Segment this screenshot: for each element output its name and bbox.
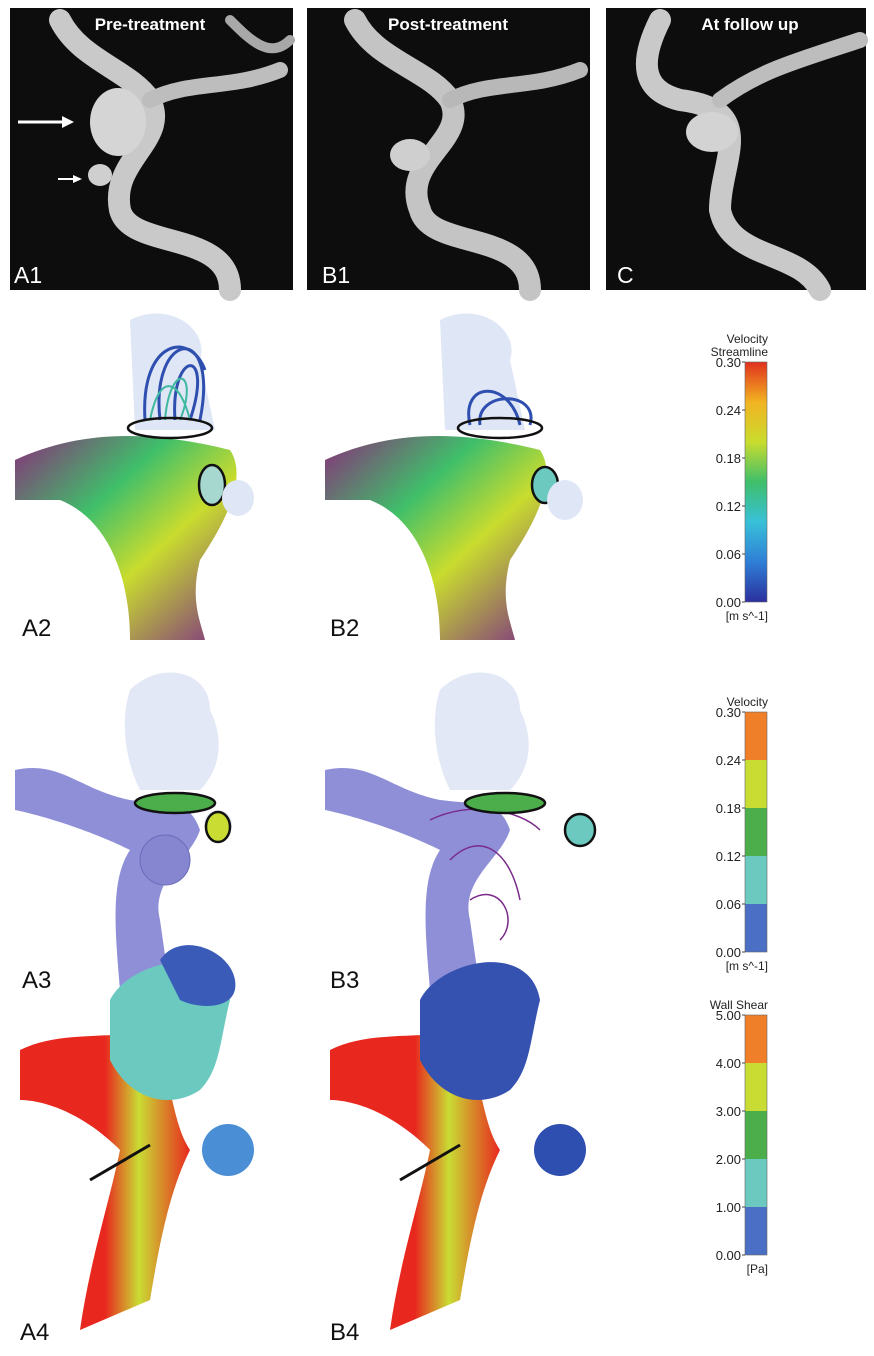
aneurysm-shell [435,673,529,790]
colorbar-tick-label: 0.24 [716,403,741,418]
colorbar-tick-label: 0.18 [716,451,741,466]
vessel-flow [325,436,547,640]
colorbar-tick-label: 1.00 [716,1200,741,1215]
aneurysm-shell [547,480,583,520]
colorbar-title: Velocity [727,332,768,346]
ostium-plane [206,812,230,842]
ostium-plane [565,814,595,846]
colorbar [745,362,767,602]
colorbar-band [745,1159,767,1207]
colorbar-tick-label: 2.00 [716,1152,741,1167]
aneurysm-shell [222,480,254,516]
aneurysm [686,112,738,152]
colorbar-title: Wall Shear [710,998,768,1012]
panel-label: A4 [20,1319,49,1346]
colorbar-band [745,760,767,808]
colorbar-band [745,904,767,952]
aneurysm [88,164,112,186]
colorbar-unit: [m s^-1] [726,959,768,973]
colorbar-band [745,712,767,760]
panel-label: A3 [22,967,51,994]
colorbar-tick-label: 3.00 [716,1104,741,1119]
colorbar-tick-label: 0.12 [716,499,741,514]
ostium-plane [465,793,545,813]
colorbar-tick-label: 0.00 [716,595,741,610]
colorbar-title: Streamline [711,345,769,359]
streamline-render [15,314,583,640]
colorbar-band [745,1111,767,1159]
panel-label: A1 [14,262,42,288]
aneurysm-shell [125,673,219,790]
figure: Pre-treatment Post-treatment At follow u… [0,0,874,1351]
aneurysm [140,835,190,885]
colorbar-tick-label: 0.00 [716,1248,741,1263]
colorbar-band [745,1015,767,1063]
panel-label: B1 [322,262,350,288]
panel-label: C [617,262,634,288]
colorbar-title: Velocity [727,695,768,709]
colorbar-band [745,808,767,856]
vessel-flow [15,436,237,640]
colorbar-band [745,1063,767,1111]
panel-label: B2 [330,615,359,642]
velocity-render [15,673,595,990]
panel-label: B4 [330,1319,359,1346]
aneurysm [202,1124,254,1176]
colorbar-band [745,856,767,904]
colorbar-unit: [Pa] [747,1262,768,1276]
colorbar-tick-label: 0.06 [716,547,741,562]
panel-label: B3 [330,967,359,994]
ostium-plane [135,793,215,813]
panel-title: At follow up [701,15,798,34]
aneurysm [90,88,146,156]
ostium-ring [199,465,225,505]
colorbar-tick-label: 4.00 [716,1056,741,1071]
colorbar-tick-label: 0.06 [716,897,741,912]
aneurysm [534,1124,586,1176]
panel-label: A2 [22,615,51,642]
panel-title: Post-treatment [388,15,508,34]
colorbar-tick-label: 0.18 [716,801,741,816]
aneurysm [390,139,430,171]
colorbar-tick-label: 0.12 [716,849,741,864]
aneurysm [420,962,540,1100]
colorbar-tick-label: 0.24 [716,753,741,768]
panel-title: Pre-treatment [95,15,206,34]
wss-render [20,945,586,1330]
colorbar-tick-label: 0.00 [716,945,741,960]
colorbar-unit: [m s^-1] [726,609,768,623]
colorbar-band [745,1207,767,1255]
